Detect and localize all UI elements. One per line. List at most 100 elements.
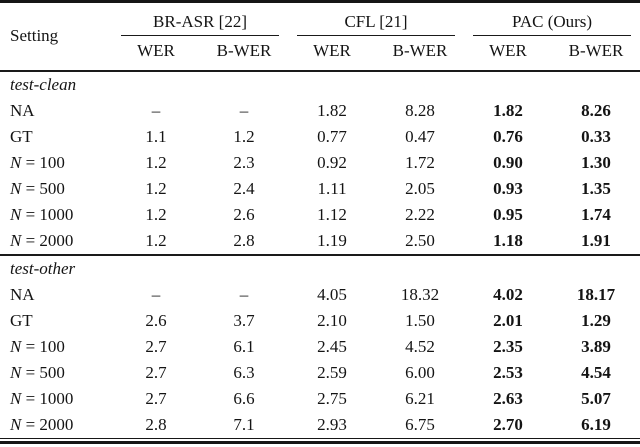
cell-setting: N = 2000: [10, 414, 74, 434]
table-row: GT 2.6 3.7 2.10 1.50 2.01 1.29: [0, 308, 640, 334]
cell-cfl-bwer: 2.50: [405, 230, 435, 250]
table-row: N = 1000 1.2 2.6 1.12 2.22 0.95 1.74: [0, 202, 640, 228]
cell-pac-wer: 1.18: [493, 230, 523, 250]
cell-pac-bwer: 0.33: [581, 126, 611, 146]
table-row: N = 500 2.7 6.3 2.59 6.00 2.53 4.54: [0, 360, 640, 386]
group-header-pac: PAC (Ours): [464, 2, 640, 36]
cell-cfl-bwer: 0.47: [405, 126, 435, 146]
cell-pac-bwer: 18.17: [576, 284, 616, 304]
cell-cfl-bwer: 6.75: [405, 414, 435, 434]
cell-cfl-wer: 1.82: [317, 100, 347, 120]
cell-pac-wer: 2.63: [493, 388, 523, 408]
cell-cfl-wer: 2.93: [317, 414, 347, 434]
cell-brasr-wer: 2.6: [145, 310, 167, 330]
table-row: N = 1000 2.7 6.6 2.75 6.21 2.63 5.07: [0, 386, 640, 412]
cell-pac-wer: 0.95: [493, 204, 523, 224]
cell-cfl-wer: 2.75: [317, 388, 347, 408]
subheader-row: WER B-WER WER B-WER WER B-WER: [0, 35, 640, 72]
cell-pac-bwer: 5.07: [581, 388, 611, 408]
cell-brasr-bwer: 2.3: [233, 152, 255, 172]
cell-cfl-bwer: 6.21: [405, 388, 435, 408]
column-header-brasr-bwer: B-WER: [200, 35, 289, 72]
results-table: Setting BR-ASR [22] CFL [21] PAC (Ours) …: [0, 0, 640, 438]
cell-setting: GT: [10, 310, 33, 330]
column-header-cfl-bwer: B-WER: [376, 35, 465, 72]
cell-setting: N = 1000: [10, 204, 74, 224]
cell-brasr-wer: 2.7: [145, 362, 167, 382]
group-header-pac-label: PAC (Ours): [473, 12, 632, 36]
table-row: N = 100 2.7 6.1 2.45 4.52 2.35 3.89: [0, 334, 640, 360]
cell-setting: N = 2000: [10, 230, 74, 250]
table-bottom-rule: [0, 437, 640, 444]
cell-pac-bwer: 1.35: [581, 178, 611, 198]
group-header-cfl-label: CFL [21]: [297, 12, 456, 36]
cell-pac-bwer: 3.89: [581, 336, 611, 356]
cell-brasr-wer: 2.7: [145, 388, 167, 408]
column-header-pac-wer: WER: [464, 35, 553, 72]
cell-brasr-bwer: 6.6: [233, 388, 255, 408]
cell-pac-bwer: 4.54: [581, 362, 611, 382]
cell-pac-bwer: 6.19: [581, 414, 611, 434]
column-header-pac-bwer: B-WER: [552, 35, 640, 72]
cell-pac-wer: 0.93: [493, 178, 523, 198]
cell-cfl-wer: 0.77: [317, 126, 347, 146]
cell-setting: N = 100: [10, 336, 65, 356]
cell-cfl-bwer: 4.52: [405, 336, 435, 356]
cell-setting: NA: [10, 100, 35, 120]
table-row: N = 2000 1.2 2.8 1.19 2.50 1.18 1.91: [0, 228, 640, 255]
cell-pac-wer: 2.35: [493, 336, 523, 356]
cell-cfl-bwer: 8.28: [405, 100, 435, 120]
table-row: NA – – 1.82 8.28 1.82 8.26: [0, 98, 640, 124]
cell-brasr-wer: 1.2: [145, 152, 167, 172]
cell-brasr-wer: –: [151, 100, 161, 120]
cell-brasr-wer: 1.2: [145, 230, 167, 250]
cell-brasr-bwer: 2.8: [233, 230, 255, 250]
cell-brasr-bwer: 2.6: [233, 204, 255, 224]
cell-brasr-wer: –: [151, 284, 161, 304]
cell-setting: GT: [10, 126, 33, 146]
cell-setting: N = 500: [10, 362, 65, 382]
cell-brasr-bwer: 3.7: [233, 310, 255, 330]
cell-cfl-wer: 1.11: [317, 178, 347, 198]
cell-cfl-bwer: 2.05: [405, 178, 435, 198]
cell-brasr-wer: 1.1: [145, 126, 167, 146]
cell-setting: N = 100: [10, 152, 65, 172]
cell-pac-bwer: 1.30: [581, 152, 611, 172]
cell-brasr-wer: 2.8: [145, 414, 167, 434]
group-header-brasr: BR-ASR [22]: [112, 2, 288, 36]
cell-cfl-wer: 2.10: [317, 310, 347, 330]
cell-cfl-bwer: 2.22: [405, 204, 435, 224]
cell-pac-bwer: 1.74: [581, 204, 611, 224]
cell-cfl-wer: 2.45: [317, 336, 347, 356]
section-label-test-clean: test-clean: [10, 74, 77, 94]
group-header-cfl: CFL [21]: [288, 2, 464, 36]
cell-pac-wer: 2.53: [493, 362, 523, 382]
cell-cfl-wer: 0.92: [317, 152, 347, 172]
table-body: test-clean NA – – 1.82 8.28 1.82 8.26 GT…: [0, 71, 640, 438]
cell-brasr-bwer: 2.4: [233, 178, 255, 198]
cell-brasr-wer: 2.7: [145, 336, 167, 356]
column-header-cfl-wer: WER: [288, 35, 377, 72]
cell-cfl-bwer: 1.50: [405, 310, 435, 330]
cell-brasr-wer: 1.2: [145, 204, 167, 224]
table-row: NA – – 4.05 18.32 4.02 18.17: [0, 282, 640, 308]
section-label-test-other: test-other: [0, 253, 640, 282]
cell-pac-wer: 2.01: [493, 310, 523, 330]
cell-brasr-bwer: 6.1: [233, 336, 255, 356]
cell-cfl-bwer: 1.72: [405, 152, 435, 172]
cell-setting: N = 1000: [10, 388, 74, 408]
cell-setting: NA: [10, 284, 35, 304]
table-row: N = 100 1.2 2.3 0.92 1.72 0.90 1.30: [0, 150, 640, 176]
cell-pac-wer: 0.76: [493, 126, 523, 146]
group-header-brasr-label: BR-ASR [22]: [121, 12, 280, 36]
table-row: GT 1.1 1.2 0.77 0.47 0.76 0.33: [0, 124, 640, 150]
cell-pac-bwer: 1.91: [581, 230, 611, 250]
column-header-setting: Setting: [0, 1, 112, 72]
cell-brasr-bwer: 6.3: [233, 362, 255, 382]
cell-pac-wer: 1.82: [493, 100, 523, 120]
table-row: N = 500 1.2 2.4 1.11 2.05 0.93 1.35: [0, 176, 640, 202]
cell-brasr-bwer: 7.1: [233, 414, 255, 434]
cell-cfl-wer: 4.05: [317, 284, 347, 304]
section-label-row: test-other: [0, 253, 640, 282]
